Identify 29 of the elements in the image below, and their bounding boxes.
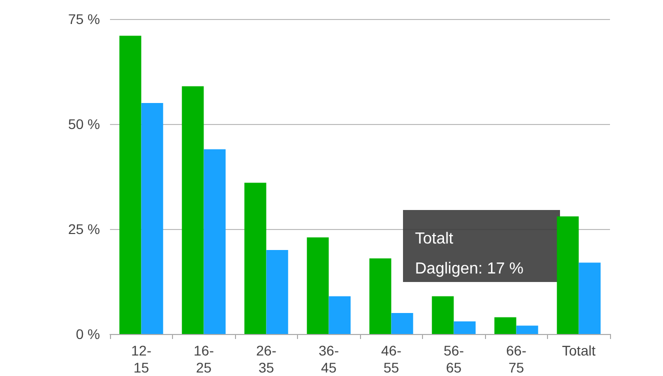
bar [306,237,329,334]
bar [244,182,266,334]
x-tick-label: 26-35 [256,342,277,376]
bar [369,258,392,334]
bar [454,321,476,334]
bar [432,296,454,334]
bar [266,250,288,334]
x-tick-label: 56-65 [444,342,464,376]
y-tick-label: 25 % [68,221,100,237]
bar [328,296,351,334]
x-tick-label: 16-25 [194,342,214,376]
x-tick-label: 46-55 [381,342,402,376]
bar [556,216,579,334]
x-tick-label: 36-45 [318,342,340,376]
y-tick-label: 50 % [68,116,100,132]
bar [516,326,538,334]
x-tick-label: Totalt [562,342,596,358]
bar [578,262,601,334]
y-tick-label: 75 % [68,11,100,27]
bar [204,149,226,334]
x-tick-label: 12-15 [131,342,152,376]
bar [391,313,414,334]
x-tick-label: 66-75 [506,342,527,376]
y-tick-label: 0 % [76,326,100,342]
bar [119,36,142,334]
bar [182,86,204,334]
annotation: Totalt Dagligen: 17 % [415,230,524,278]
bar [494,317,516,334]
bar [141,103,164,334]
